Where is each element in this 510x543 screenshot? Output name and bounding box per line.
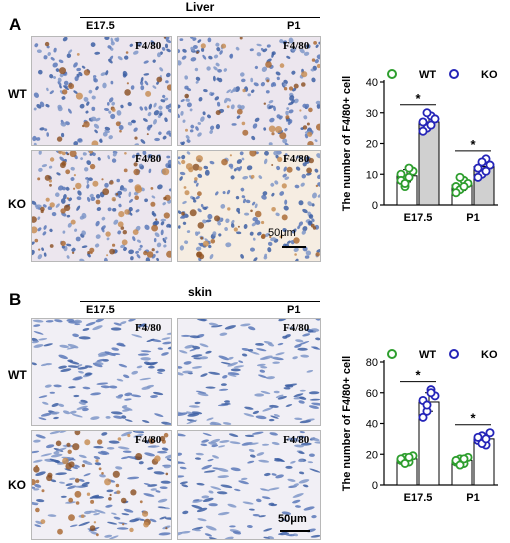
y-tick-label: 0 [372, 200, 378, 212]
stain-label-skin-ko-p1: F4/80 [283, 434, 310, 446]
micrograph-skin-wt-e175 [31, 318, 172, 426]
legend-label-ko: KO [481, 69, 498, 81]
legend-marker-wt [387, 349, 397, 359]
data-point-wt [404, 163, 414, 173]
micrograph-texture [178, 431, 320, 539]
data-point-ko [418, 117, 428, 127]
data-point-ko [426, 120, 436, 130]
legend-marker-ko [449, 349, 459, 359]
y-tick-label: 20 [366, 449, 378, 461]
micrograph-texture [178, 151, 320, 261]
micrograph-texture [178, 37, 320, 145]
y-axis-label: The number of F4/80+ cell [341, 76, 353, 211]
y-tick-label: 30 [366, 108, 378, 120]
micrograph-texture [32, 319, 171, 425]
data-point-ko [473, 432, 483, 442]
scale-bar-a [282, 246, 306, 248]
panel-letter-a: A [9, 15, 22, 34]
data-point-wt [404, 172, 414, 182]
y-tick-label: 0 [372, 480, 378, 492]
panel-b-column-label-p1: P1 [287, 304, 301, 316]
data-point-wt [400, 178, 410, 188]
x-tick-label: P1 [466, 212, 479, 224]
data-point-wt [404, 452, 414, 462]
data-point-wt [400, 458, 410, 468]
data-point-wt [455, 460, 465, 470]
legend-label-ko: KO [481, 349, 498, 361]
data-point-ko [473, 163, 483, 173]
y-tick-label: 10 [366, 169, 378, 181]
legend-label-wt: WT [419, 349, 436, 361]
legend-marker-ko [449, 69, 459, 79]
stain-label-skin-wt-p1: F4/80 [283, 322, 310, 334]
panel-b-title-rule [80, 301, 320, 302]
panel-a-column-label-p1: P1 [287, 20, 301, 32]
micrograph-skin-wt-p1 [177, 318, 321, 426]
stain-label-skin-wt-e175: F4/80 [135, 322, 162, 334]
micrograph-liver-ko-p1 [177, 150, 321, 262]
chart-skin-f480: 0 20 40 60 80 The number of F4/80+ cell WT KO E1… [341, 349, 498, 504]
micrograph-liver-wt-p1 [177, 36, 321, 146]
panel-a-title: Liver [185, 0, 215, 14]
panel-b-row-label-ko: KO [8, 478, 26, 492]
stain-label-liver-wt-p1: F4/80 [283, 40, 310, 52]
scale-bar-b [280, 530, 310, 532]
data-point-ko [477, 157, 487, 167]
stain-label-liver-ko-e175: F4/80 [135, 153, 162, 165]
data-point-ko [418, 412, 428, 422]
x-tick-label: P1 [466, 492, 479, 504]
data-point-ko [430, 114, 440, 124]
stain-label-liver-wt-e175: F4/80 [135, 40, 162, 52]
data-point-ko [422, 108, 432, 118]
significance-star: * [470, 411, 476, 426]
legend-label-wt: WT [419, 69, 436, 81]
data-point-ko [422, 400, 432, 410]
data-point-wt [455, 172, 465, 182]
data-point-ko [485, 428, 495, 438]
significance-star: * [470, 137, 476, 152]
micrograph-texture [32, 151, 171, 261]
data-point-ko [481, 166, 491, 176]
data-point-ko [418, 126, 428, 136]
panel-letter-b: B [9, 290, 22, 309]
micrograph-liver-ko-e175 [31, 150, 172, 262]
y-tick-label: 80 [366, 357, 378, 369]
data-point-ko [485, 160, 495, 170]
data-point-ko [426, 388, 436, 398]
micrograph-liver-wt-e175 [31, 36, 172, 146]
data-point-wt [451, 188, 461, 198]
micrograph-texture [32, 37, 171, 145]
y-tick-label: 60 [366, 388, 378, 400]
data-point-wt [459, 454, 469, 464]
data-point-wt [459, 182, 469, 192]
panel-a-title-rule [80, 17, 320, 18]
micrograph-skin-ko-e175 [31, 430, 172, 540]
panel-b-title: skin [187, 285, 212, 299]
y-tick-label: 40 [366, 419, 378, 431]
micrograph-texture [178, 319, 320, 425]
stain-label-skin-ko-e175: F4/80 [135, 434, 162, 446]
y-tick-label: 20 [366, 139, 378, 151]
panel-b-column-label-e175: E17.5 [86, 304, 115, 316]
chart-liver-f480: 0 10 20 30 40 The number of F4/80+ cell WT KO E1… [341, 69, 498, 224]
legend-marker-wt [387, 69, 397, 79]
panel-a-row-label-ko: KO [8, 197, 26, 211]
y-axis-label: The number of F4/80+ cell [341, 356, 353, 491]
x-tick-label: E17.5 [404, 492, 433, 504]
significance-star: * [415, 91, 421, 106]
scale-bar-label-b: 50μm [278, 513, 307, 525]
panel-a-column-label-e175: E17.5 [86, 20, 115, 32]
micrograph-skin-ko-p1 [177, 430, 321, 540]
micrograph-texture [32, 431, 171, 539]
scale-bar-label-a: 50μm [268, 227, 296, 239]
data-point-ko [473, 172, 483, 182]
panel-a-row-label-wt: WT [8, 87, 27, 101]
x-tick-label: E17.5 [404, 212, 433, 224]
y-tick-label: 40 [366, 77, 378, 89]
panel-b-row-label-wt: WT [8, 368, 27, 382]
significance-star: * [415, 368, 421, 383]
stain-label-liver-ko-p1: F4/80 [283, 153, 310, 165]
data-point-ko [481, 434, 491, 444]
